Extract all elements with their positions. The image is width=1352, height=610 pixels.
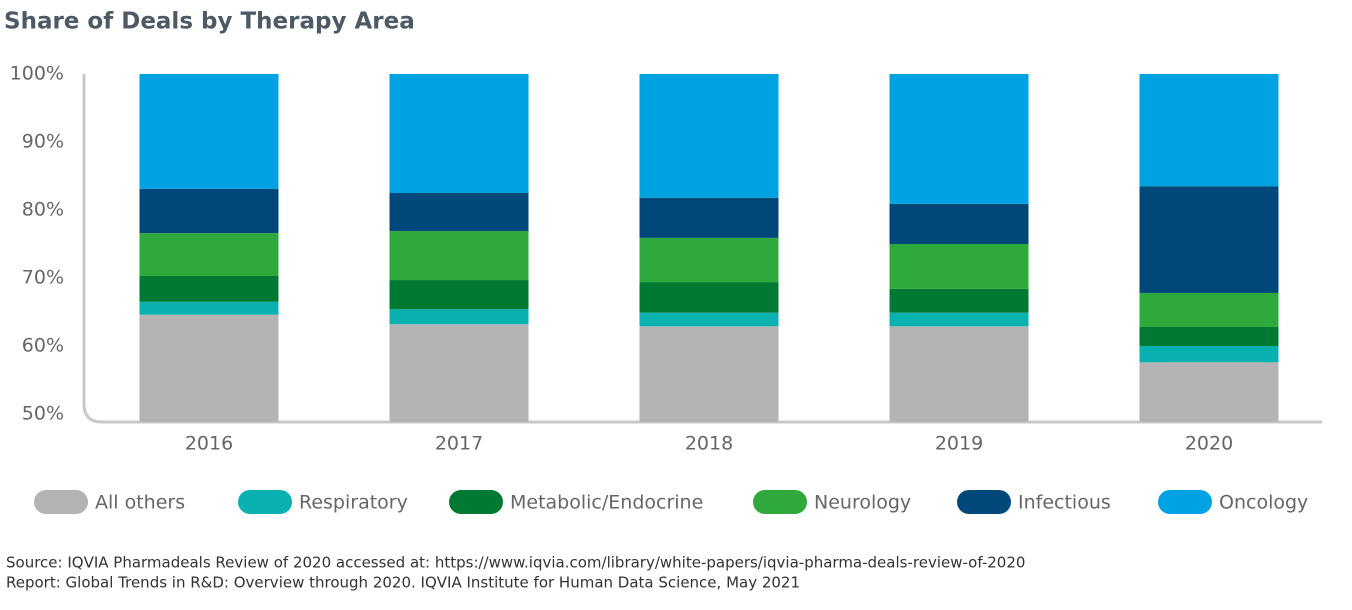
x-tick-label: 2020: [1185, 433, 1233, 455]
y-tick-label: 60%: [22, 335, 64, 357]
bar-segment: [639, 74, 779, 198]
bar-segment: [889, 244, 1029, 289]
legend-swatch: [1158, 490, 1212, 514]
bar-segment: [889, 312, 1029, 327]
bar-segment: [639, 282, 779, 313]
x-tick-label: 2017: [435, 433, 483, 455]
bar-segment: [1139, 362, 1279, 422]
source: Source: IQVIA Pharmadeals Review of 2020…: [6, 554, 1025, 572]
bar-segment: [139, 301, 279, 315]
legend-swatch: [34, 490, 88, 514]
legend-swatch: [238, 490, 292, 514]
bar-segment: [139, 188, 279, 234]
bar-segment: [389, 280, 529, 310]
bar-segment: [139, 233, 279, 276]
x-tick-label: 2019: [935, 433, 983, 455]
bar-segment: [139, 314, 279, 422]
bar-segment: [389, 74, 529, 193]
x-tick-label: 2016: [185, 433, 233, 455]
legend-label: All others: [95, 492, 185, 514]
bar-segment: [889, 326, 1029, 422]
legend-label: Respiratory: [299, 492, 408, 514]
bar-segment: [1139, 326, 1279, 346]
bar-segment: [1139, 346, 1279, 363]
bar-segment: [389, 324, 529, 422]
legend-label: Infectious: [1018, 492, 1111, 514]
bar-segment: [639, 197, 779, 238]
bar-segment: [1139, 186, 1279, 293]
bar-segment: [889, 203, 1029, 244]
bar-segment: [889, 74, 1029, 204]
bar-segment: [389, 193, 529, 232]
x-tick-label: 2018: [685, 433, 733, 455]
bar-segment: [1139, 74, 1279, 187]
y-tick-label: 90%: [22, 131, 64, 153]
y-tick-label: 70%: [22, 267, 64, 289]
legend-label: Metabolic/Endocrine: [510, 492, 703, 514]
bar-segment: [139, 74, 279, 189]
y-tick-label: 50%: [22, 403, 64, 425]
legend-label: Neurology: [814, 492, 911, 514]
bar-segment: [139, 275, 279, 302]
legend-label: Oncology: [1219, 492, 1308, 514]
source: Report: Global Trends in R&D: Overview t…: [6, 574, 800, 592]
bar-segment: [389, 231, 529, 281]
bar-segment: [389, 309, 529, 325]
bar-segment: [889, 288, 1029, 313]
legend-swatch: [449, 490, 503, 514]
bar-segment: [639, 312, 779, 327]
chart-title: Share of Deals by Therapy Area: [4, 9, 415, 35]
y-tick-label: 80%: [22, 199, 64, 221]
y-tick-label: 100%: [10, 63, 64, 85]
bar-segment: [639, 326, 779, 422]
axis: [82, 74, 1322, 424]
bar-segment: [639, 237, 779, 283]
legend-swatch: [957, 490, 1011, 514]
legend-swatch: [753, 490, 807, 514]
bar-segment: [1139, 292, 1279, 327]
